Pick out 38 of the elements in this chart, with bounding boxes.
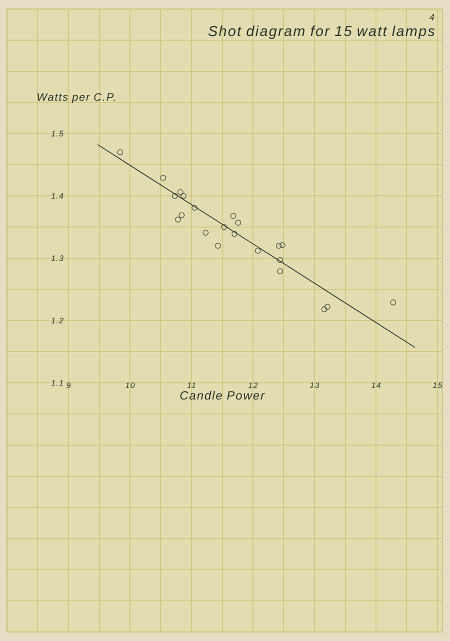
y-axis-title: Watts per C.P. — [38, 93, 115, 104]
point — [117, 149, 124, 156]
y-tick-label: 1.2 — [51, 318, 64, 324]
x-axis-title: Candle Power — [180, 390, 265, 400]
text: Shot diagram for 15 watt lamps — [208, 26, 435, 40]
point — [175, 216, 181, 222]
point — [230, 212, 236, 219]
x-tick-label: 15 — [432, 382, 442, 388]
y-tick-label: 1.1 — [51, 380, 63, 386]
y-tick-label: 1.4 — [51, 193, 64, 199]
point — [280, 242, 286, 248]
point — [178, 212, 185, 218]
x-tick-label: 12 — [248, 382, 258, 388]
point — [235, 220, 242, 226]
x-tick-label: 9 — [66, 382, 71, 388]
point — [324, 304, 330, 310]
annotation: 4 — [430, 14, 434, 20]
x-tick-label: 10 — [125, 382, 135, 388]
point — [202, 230, 209, 236]
x-tick-label: 13 — [310, 382, 320, 388]
point — [160, 174, 166, 181]
point — [221, 224, 227, 230]
point — [192, 204, 198, 211]
point — [390, 300, 396, 306]
point — [215, 242, 221, 249]
point — [180, 193, 186, 199]
point — [255, 248, 261, 254]
point — [277, 257, 283, 263]
x-tick-label: 11 — [187, 382, 196, 388]
y-tick-label: 1.5 — [51, 130, 64, 136]
y-tick-label: 1.3 — [51, 255, 64, 262]
point — [232, 231, 238, 237]
point — [172, 193, 178, 199]
point — [276, 242, 282, 249]
x-tick-label: 14 — [371, 382, 380, 388]
point — [178, 189, 184, 196]
point — [277, 268, 283, 274]
point — [321, 306, 328, 312]
